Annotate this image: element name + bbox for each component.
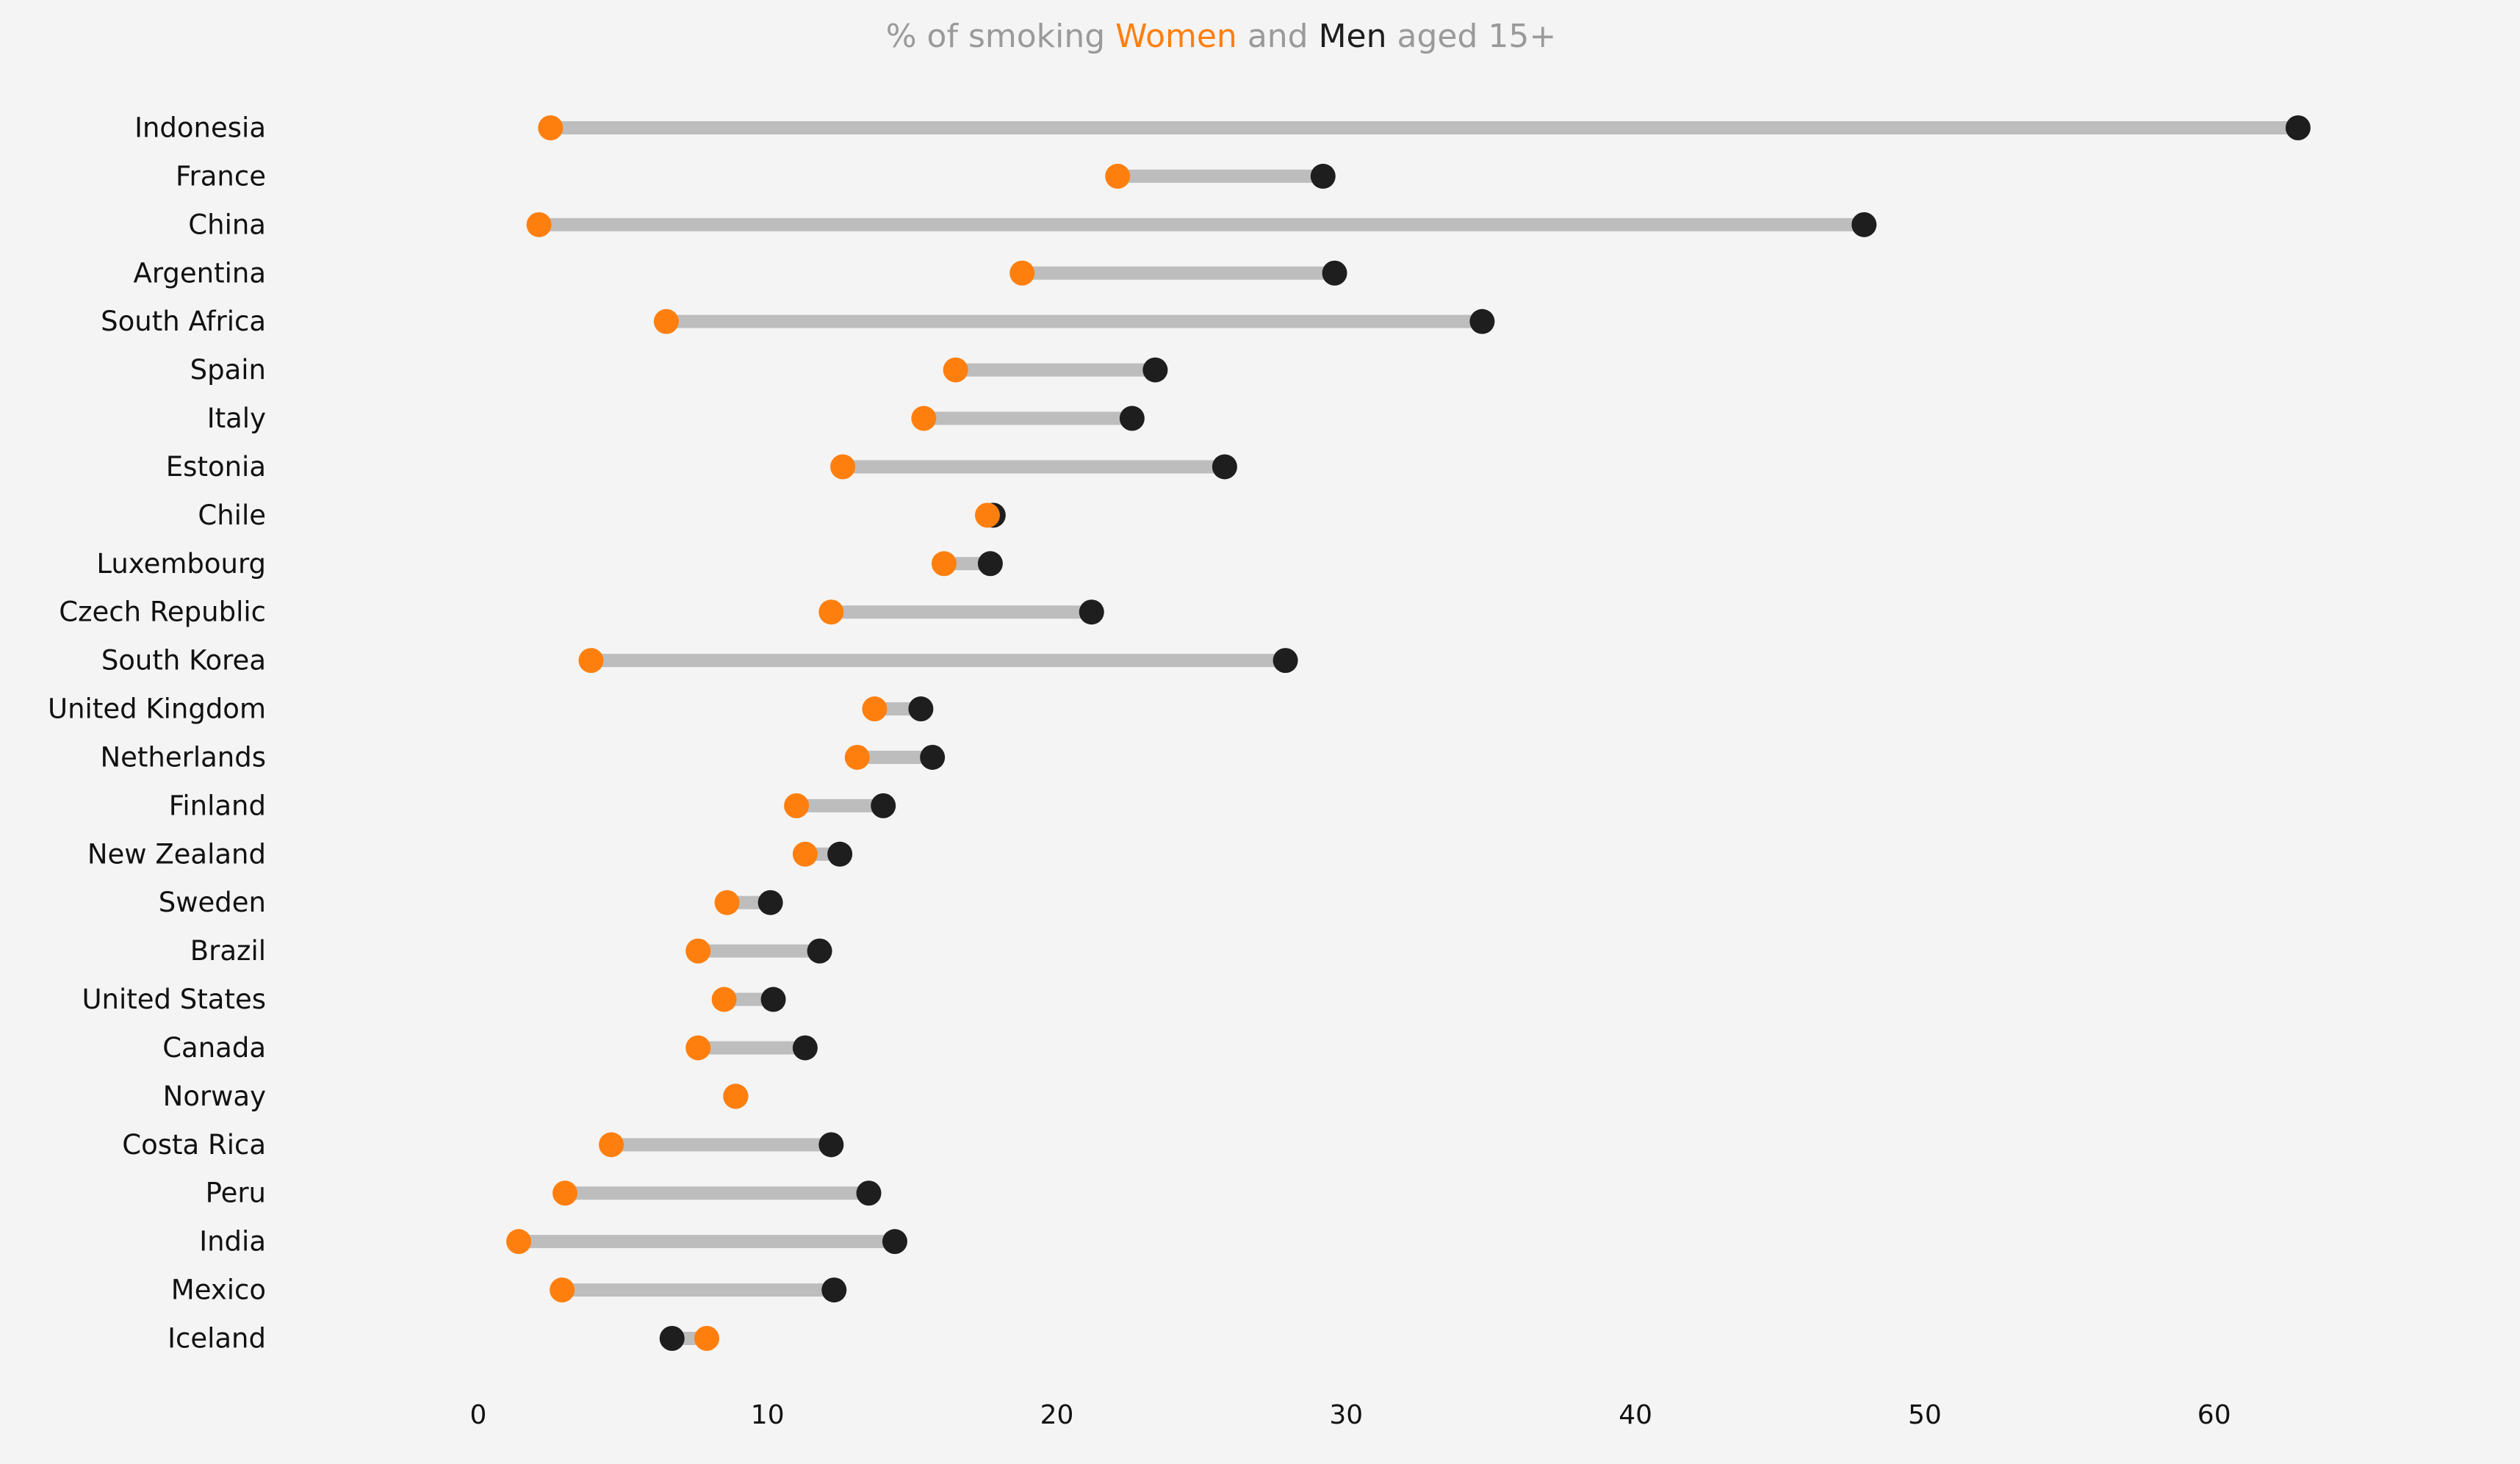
- dot-men-india: [882, 1229, 907, 1255]
- dot-men-sweden: [757, 890, 783, 915]
- x-axis-ticks: 0 10 20 30 40 50 60: [469, 1400, 2231, 1430]
- dot-women-estonia: [830, 454, 856, 480]
- dot-women-sweden: [714, 890, 740, 915]
- dot-women-new-zealand: [792, 841, 818, 867]
- title-part-4: aged 15+: [1387, 18, 1557, 55]
- dot-women-united-states: [711, 987, 737, 1012]
- y-label-indonesia: Indonesia: [134, 112, 266, 144]
- dot-women-netherlands: [844, 744, 870, 770]
- dot-women-peru: [552, 1180, 578, 1206]
- dot-women-canada: [685, 1035, 711, 1061]
- dot-women-chile: [974, 502, 1000, 528]
- y-label-india: India: [199, 1226, 266, 1258]
- dot-women-argentina: [1009, 260, 1035, 286]
- dot-women-china: [526, 212, 552, 237]
- y-label-norway: Norway: [163, 1081, 266, 1112]
- dot-men-netherlands: [920, 744, 946, 770]
- y-label-peru: Peru: [206, 1178, 266, 1209]
- dot-women-czech-republic: [818, 599, 844, 625]
- dot-men-peru: [856, 1180, 882, 1206]
- dot-men-indonesia: [2285, 115, 2311, 140]
- y-label-mexico: Mexico: [171, 1274, 266, 1306]
- title-part-0: % of smoking: [886, 18, 1115, 55]
- y-label-spain: Spain: [190, 354, 266, 386]
- dot-women-indonesia: [538, 115, 564, 140]
- dot-men-china: [1851, 212, 1877, 237]
- dot-women-iceland: [694, 1326, 720, 1351]
- x-tick-label-10: 10: [751, 1400, 785, 1430]
- y-label-luxembourg: Luxembourg: [96, 548, 266, 580]
- y-label-italy: Italy: [207, 403, 266, 434]
- women-series: [506, 115, 1131, 1351]
- dot-men-argentina: [1322, 260, 1347, 286]
- title-part-1: Women: [1115, 18, 1237, 55]
- y-label-france: France: [176, 160, 266, 192]
- dot-men-finland: [871, 793, 896, 818]
- dot-men-france: [1310, 163, 1336, 189]
- y-label-iceland: Iceland: [168, 1323, 266, 1355]
- y-label-united-states: United States: [82, 984, 266, 1015]
- y-label-canada: Canada: [162, 1032, 266, 1064]
- y-label-new-zealand: New Zealand: [87, 838, 266, 870]
- x-tick-label-60: 60: [2197, 1400, 2231, 1430]
- dot-women-south-korea: [578, 648, 604, 674]
- dot-men-czech-republic: [1079, 599, 1104, 625]
- y-label-argentina: Argentina: [134, 257, 266, 289]
- y-label-sweden: Sweden: [159, 887, 266, 918]
- dot-men-spain: [1142, 357, 1168, 383]
- dot-women-india: [506, 1229, 532, 1255]
- y-label-south-africa: South Africa: [101, 306, 266, 337]
- dot-women-spain: [943, 357, 968, 383]
- dot-women-south-africa: [653, 309, 679, 334]
- title-part-2: and: [1237, 18, 1319, 55]
- y-label-netherlands: Netherlands: [100, 741, 266, 773]
- dot-women-brazil: [685, 938, 711, 964]
- y-label-czech-republic: Czech Republic: [59, 596, 266, 628]
- dot-men-italy: [1119, 405, 1145, 431]
- connector-lines: [519, 121, 2298, 1345]
- y-axis-labels: Indonesia France China Argentina South Afric…: [48, 112, 266, 1355]
- dot-men-mexico: [821, 1277, 847, 1303]
- dot-men-united-kingdom: [908, 696, 934, 722]
- x-tick-label-0: 0: [469, 1400, 486, 1430]
- dot-women-costa-rica: [599, 1132, 624, 1158]
- dot-women-italy: [911, 405, 937, 431]
- y-label-estonia: Estonia: [166, 451, 266, 483]
- y-label-brazil: Brazil: [190, 935, 266, 967]
- y-label-chile: Chile: [198, 500, 266, 531]
- dot-men-iceland: [659, 1326, 685, 1351]
- men-series: [659, 115, 2311, 1351]
- x-tick-label-40: 40: [1619, 1400, 1652, 1430]
- dot-men-canada: [792, 1035, 818, 1061]
- dot-men-costa-rica: [818, 1132, 844, 1158]
- dot-men-united-states: [760, 987, 786, 1012]
- chart-title: % of smoking Women and Men aged 15+: [886, 18, 1557, 55]
- x-tick-label-30: 30: [1329, 1400, 1363, 1430]
- dot-men-south-africa: [1469, 309, 1495, 334]
- dot-men-estonia: [1212, 454, 1237, 480]
- y-label-finland: Finland: [169, 790, 266, 821]
- x-tick-label-20: 20: [1040, 1400, 1074, 1430]
- dot-women-mexico: [550, 1277, 575, 1303]
- dot-men-new-zealand: [827, 841, 853, 867]
- dot-women-france: [1105, 163, 1131, 189]
- dot-men-south-korea: [1272, 648, 1298, 674]
- title-part-3: Men: [1319, 18, 1387, 55]
- dot-women-luxembourg: [931, 551, 957, 577]
- y-label-south-korea: South Korea: [101, 645, 266, 677]
- y-label-costa-rica: Costa Rica: [122, 1129, 266, 1161]
- dot-men-brazil: [807, 938, 832, 964]
- x-tick-label-50: 50: [1908, 1400, 1942, 1430]
- y-label-united-kingdom: United Kingdom: [48, 693, 266, 725]
- y-label-china: China: [188, 209, 266, 240]
- dot-men-luxembourg: [977, 551, 1003, 577]
- dot-women-united-kingdom: [862, 696, 888, 722]
- dot-women-norway: [723, 1083, 749, 1109]
- dot-women-finland: [784, 793, 810, 818]
